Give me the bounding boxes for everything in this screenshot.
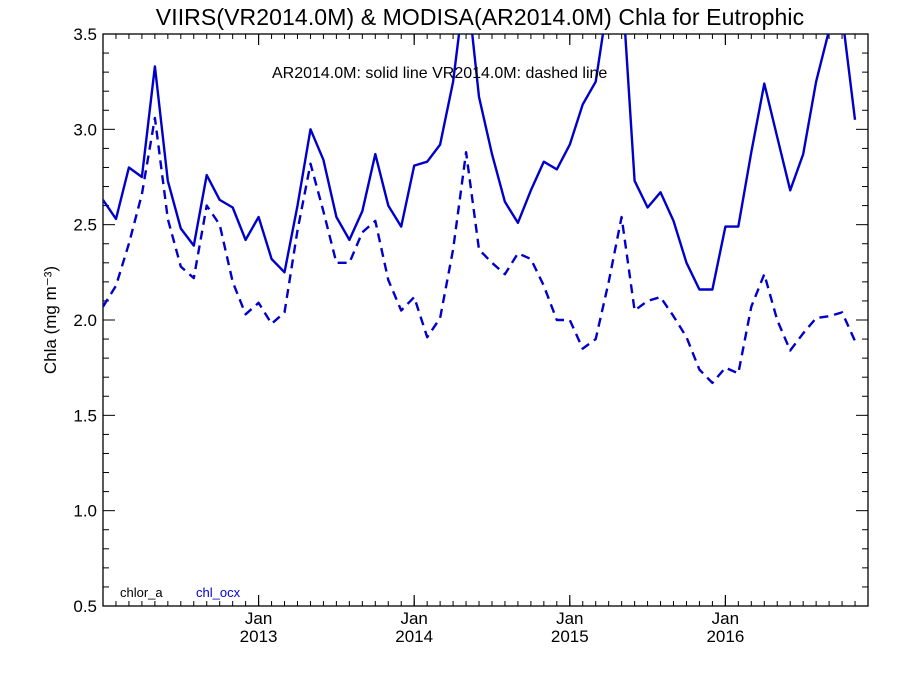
x-tick-label-year: 2015: [551, 627, 589, 646]
legend-item-chlor-a: chlor_a: [120, 585, 163, 600]
y-tick-label: 3.5: [73, 25, 97, 44]
x-tick-label-year: 2013: [240, 627, 278, 646]
series-layer: [103, 34, 857, 385]
y-tick-label: 2.5: [73, 216, 97, 235]
x-tick-label-year: 2016: [706, 627, 744, 646]
x-tick-label-month: Jan: [400, 609, 427, 628]
x-tick-label-month: Jan: [245, 609, 272, 628]
y-tick-label: 3.0: [73, 120, 97, 139]
y-axis: 0.5 1.0 1.5 2.0 2.5 3.0 3.5: [73, 25, 868, 616]
plot-frame: [102, 33, 869, 607]
x-tick-label-month: Jan: [556, 609, 583, 628]
y-tick-label: 1.0: [73, 502, 97, 521]
y-tick-label: 1.5: [73, 406, 97, 425]
y-tick-label: 0.5: [73, 597, 97, 616]
y-axis-label: Chla (mg m⁻³): [41, 266, 60, 374]
series-line-vr2014-0m: [103, 116, 857, 385]
x-tick-label-month: Jan: [712, 609, 739, 628]
x-tick-label-year: 2014: [395, 627, 433, 646]
plot-border: [102, 33, 869, 607]
y-tick-label: 2.0: [73, 311, 97, 330]
legend-item-chl-ocx: chl_ocx: [196, 585, 241, 600]
chart-annotation: AR2014.0M: solid line VR2014.0M: dashed …: [272, 65, 607, 82]
chart-title: VIIRS(VR2014.0M) & MODISA(AR2014.0M) Chl…: [155, 4, 805, 30]
